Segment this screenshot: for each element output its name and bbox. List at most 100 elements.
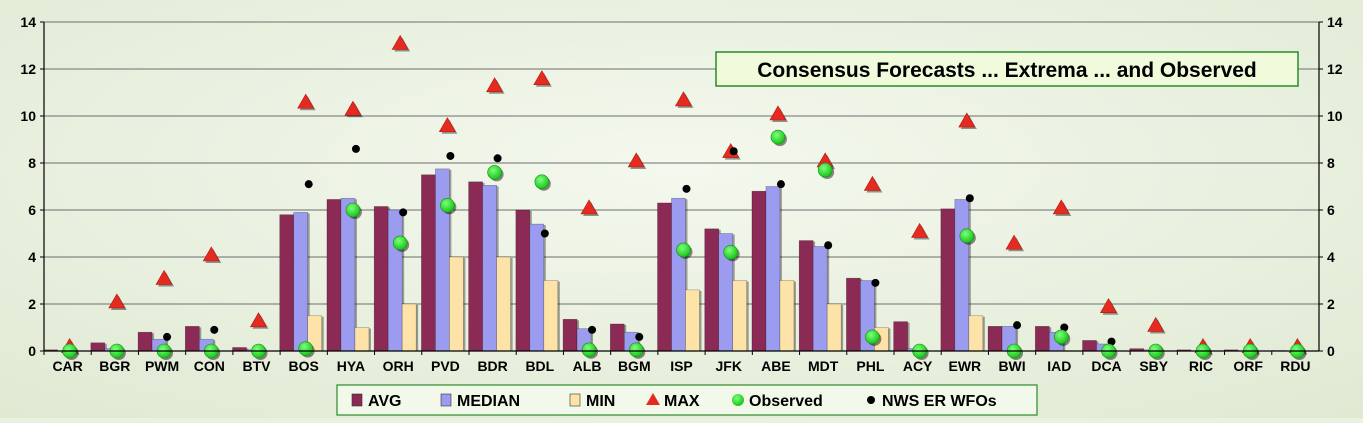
x-tick-label: PVD <box>431 358 460 374</box>
y-tick-label-left: 6 <box>28 202 36 218</box>
nws-wfo-marker <box>1013 321 1021 329</box>
observed-marker <box>488 165 502 179</box>
x-tick-label: ISP <box>670 358 693 374</box>
bar-median <box>955 199 969 351</box>
bar-min <box>544 281 558 352</box>
x-tick-label: BDL <box>525 358 554 374</box>
x-tick-label: BTV <box>243 358 272 374</box>
bar-min <box>969 316 983 351</box>
bar-min <box>449 257 463 351</box>
bar-median <box>530 224 544 351</box>
bar-avg <box>894 322 908 351</box>
nws-wfo-marker <box>399 208 407 216</box>
y-tick-label-left: 14 <box>20 14 36 30</box>
legend-label: AVG <box>368 393 401 410</box>
bar-avg <box>374 206 388 351</box>
x-tick-label: ORH <box>383 358 414 374</box>
nws-wfo-marker <box>966 194 974 202</box>
x-tick-label: MDT <box>808 358 839 374</box>
bar-avg <box>610 324 624 351</box>
nws-wfo-marker <box>494 154 502 162</box>
nws-wfo-marker <box>210 326 218 334</box>
bar-avg <box>469 182 483 351</box>
x-tick-label: IAD <box>1047 358 1071 374</box>
observed-marker <box>582 343 596 357</box>
observed-marker <box>724 245 738 259</box>
y-tick-label-right: 6 <box>1327 202 1335 218</box>
bar-avg <box>941 209 955 351</box>
legend-swatch <box>352 394 362 406</box>
x-tick-label: PWM <box>145 358 179 374</box>
nws-wfo-marker <box>305 180 313 188</box>
x-tick-label: RDU <box>1280 358 1310 374</box>
x-tick-label: ABE <box>761 358 791 374</box>
bar-avg <box>705 229 719 351</box>
bar-min <box>355 328 369 352</box>
y-tick-label-left: 12 <box>20 61 36 77</box>
bar-median <box>294 212 308 351</box>
bar-avg <box>1035 326 1049 351</box>
bar-avg <box>91 343 105 351</box>
observed-marker <box>771 130 785 144</box>
bar-avg <box>799 241 813 351</box>
x-tick-label: SBY <box>1139 358 1168 374</box>
nws-wfo-marker <box>871 279 879 287</box>
x-tick-label: RIC <box>1189 358 1213 374</box>
legend-label: MIN <box>586 393 615 410</box>
chart-title-box: Consensus Forecasts ... Extrema ... and … <box>716 52 1298 86</box>
nws-wfo-marker <box>777 180 785 188</box>
bar-median <box>483 185 497 351</box>
observed-marker <box>960 229 974 243</box>
bar-median <box>766 187 780 352</box>
legend-label: MAX <box>664 393 700 410</box>
bar-avg <box>421 175 435 351</box>
x-tick-label: CON <box>194 358 225 374</box>
x-tick-label: EWR <box>948 358 981 374</box>
bar-avg <box>846 278 860 351</box>
observed-marker <box>818 163 832 177</box>
y-tick-label-right: 12 <box>1327 61 1343 77</box>
nws-wfo-marker <box>352 145 360 153</box>
x-tick-label: ORF <box>1233 358 1263 374</box>
bar-min <box>402 304 416 351</box>
bar-median <box>672 198 686 351</box>
legend-label: MEDIAN <box>457 393 520 410</box>
bar-avg <box>185 326 199 351</box>
legend-label: Observed <box>749 393 823 410</box>
x-tick-label: BOS <box>289 358 319 374</box>
legend: AVG MEDIAN MIN MAX Observed NWS ER WFOs <box>337 385 1037 415</box>
legend-swatch <box>570 394 580 406</box>
x-tick-label: DCA <box>1091 358 1121 374</box>
y-tick-label-right: 14 <box>1327 14 1343 30</box>
legend-label: NWS ER WFOs <box>882 393 997 410</box>
bar-min <box>686 290 700 351</box>
x-tick-label: JFK <box>715 358 741 374</box>
observed-marker <box>865 330 879 344</box>
legend-swatch <box>441 394 451 406</box>
bar-avg <box>988 326 1002 351</box>
bar-avg <box>516 210 530 351</box>
x-tick-label: BDR <box>477 358 507 374</box>
nws-wfo-marker <box>588 326 596 334</box>
nws-wfo-marker <box>683 185 691 193</box>
y-tick-label-right: 10 <box>1327 108 1343 124</box>
bar-median <box>435 169 449 351</box>
bar-avg <box>752 191 766 351</box>
x-tick-label: PHL <box>856 358 884 374</box>
y-tick-label-right: 8 <box>1327 155 1335 171</box>
y-tick-label-left: 8 <box>28 155 36 171</box>
x-tick-label: CAR <box>52 358 82 374</box>
bar-min <box>733 281 747 352</box>
bar-avg <box>280 215 294 351</box>
legend-swatch <box>732 394 744 406</box>
bar-min <box>780 281 794 352</box>
bar-min <box>497 257 511 351</box>
nws-wfo-marker <box>730 147 738 155</box>
bar-avg <box>327 199 341 351</box>
observed-marker <box>393 236 407 250</box>
y-tick-label-left: 2 <box>28 296 36 312</box>
observed-marker <box>299 342 313 356</box>
observed-marker <box>677 243 691 257</box>
